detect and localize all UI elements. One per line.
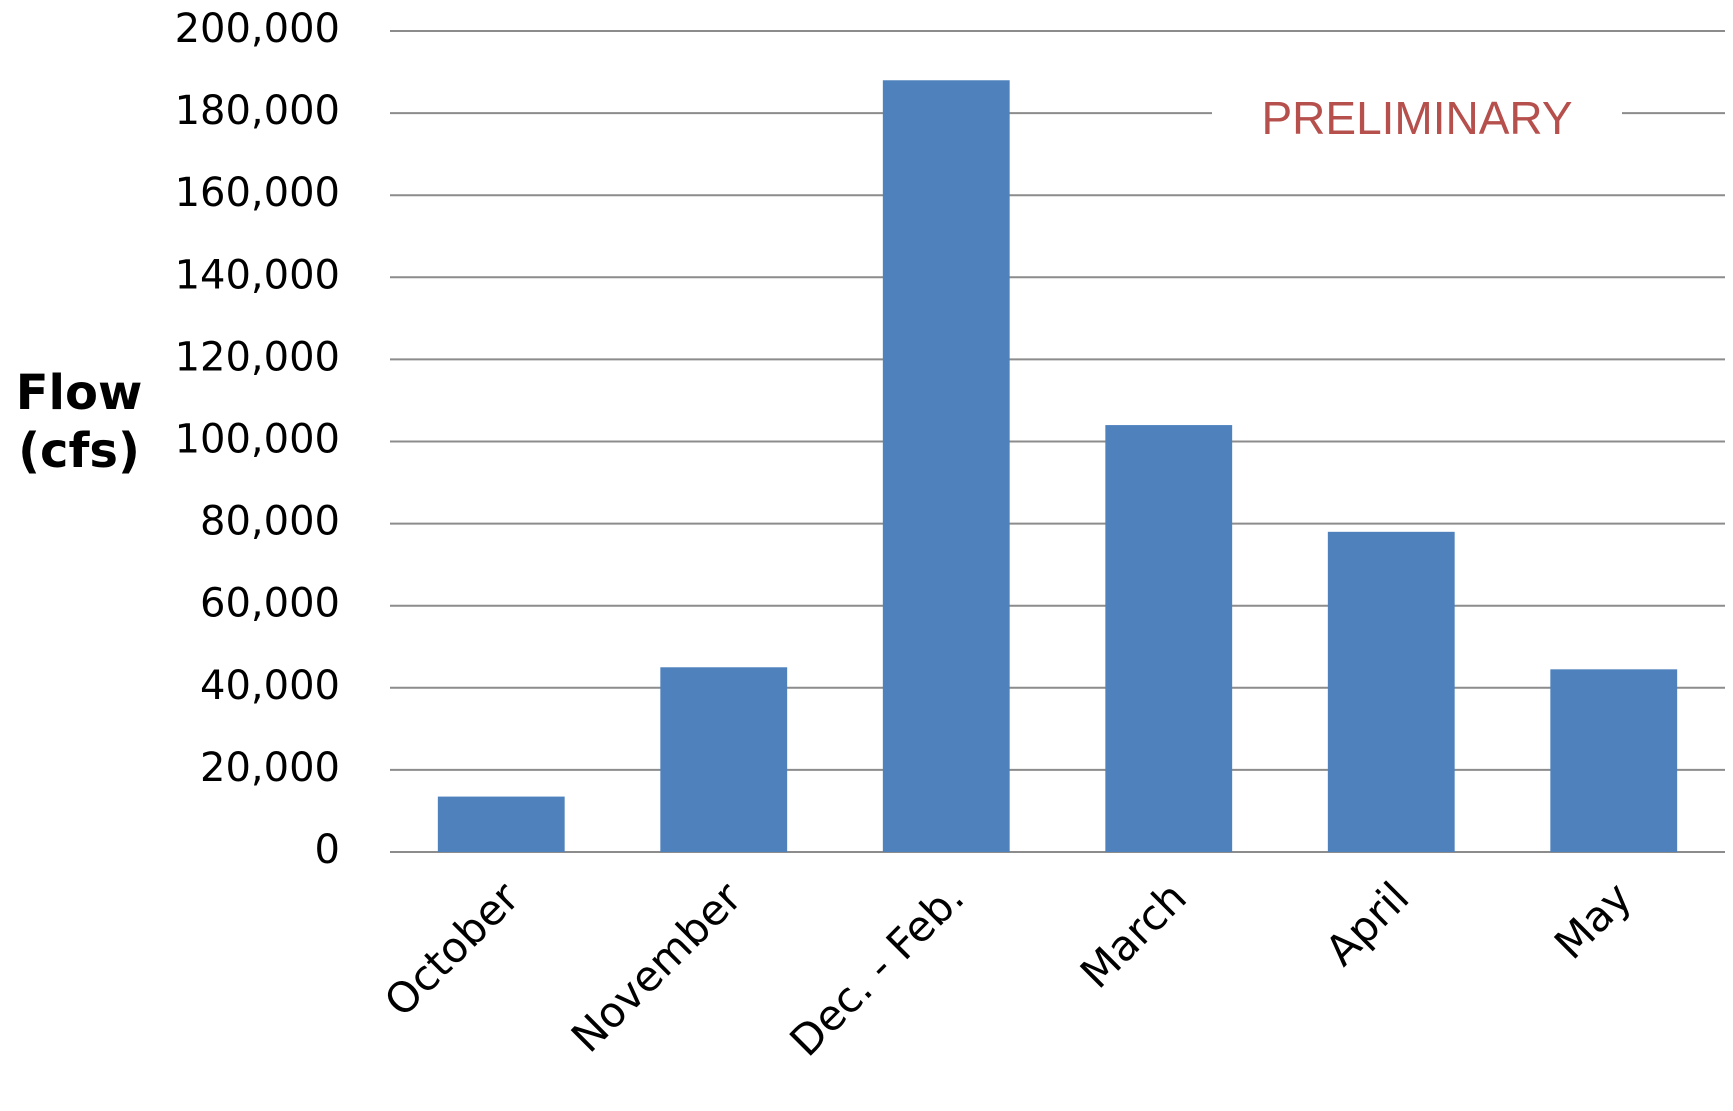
y-tick-label: 200,000 [175,6,340,52]
bar [660,667,788,852]
bar [882,80,1010,852]
annotation: PRELIMINARY [1261,92,1572,144]
y-tick-label: 180,000 [175,88,340,134]
x-tick-label: October [375,872,529,1026]
annotation-background [1212,92,1622,152]
y-tick-label: 120,000 [175,334,340,380]
x-tick-label: Dec. - Feb. [780,873,973,1066]
y-tick-label: 0 [315,827,340,873]
y-tick-label: 80,000 [200,499,340,545]
bar [1550,669,1678,852]
bar [1105,425,1233,852]
y-tick-label: 140,000 [175,252,340,298]
y-tick-label: 100,000 [175,417,340,463]
y-tick-label: 20,000 [200,745,340,791]
y-axis-label: Flow (cfs) [15,365,143,479]
y-tick-label: 160,000 [175,170,340,216]
y-tick-label: 60,000 [200,581,340,627]
x-tick-label: May [1545,873,1641,969]
bar [437,796,565,852]
x-tick-label: November [562,872,752,1062]
x-tick-label: April [1316,873,1419,976]
x-tick-label: March [1071,873,1196,998]
y-tick-label: 40,000 [200,663,340,709]
bar [1327,531,1455,852]
